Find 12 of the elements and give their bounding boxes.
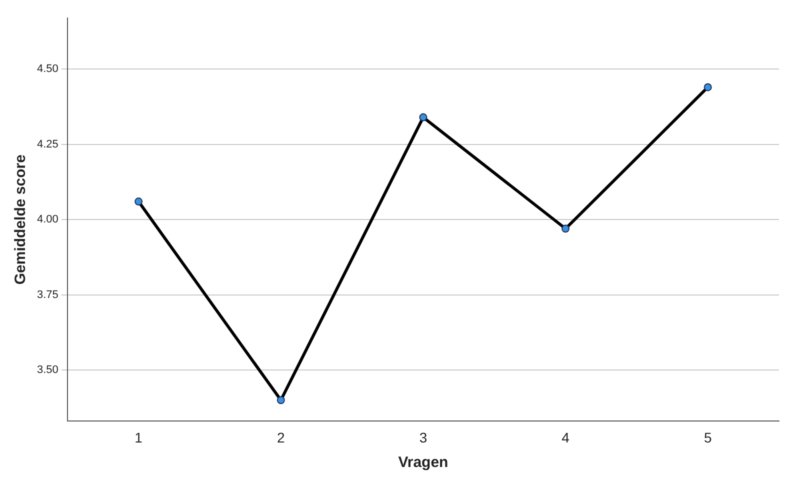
y-tick-label: 3.75	[36, 288, 58, 301]
y-tick-label: 4.25	[36, 138, 58, 150]
x-tick-label: 2	[276, 429, 285, 446]
y-tick-label: 4.00	[36, 214, 58, 226]
x-tick-label: 4	[562, 429, 570, 446]
x-tick-label: 5	[704, 429, 712, 446]
x-tick-label: 3	[419, 429, 428, 446]
x-tick-label: 1	[134, 429, 143, 446]
y-tick-label: 3.50	[36, 364, 58, 376]
x-axis-title: Vragen	[398, 454, 448, 472]
y-axis-title: Gemiddelde score	[12, 154, 30, 285]
y-tick-label: 4.50	[36, 63, 58, 76]
